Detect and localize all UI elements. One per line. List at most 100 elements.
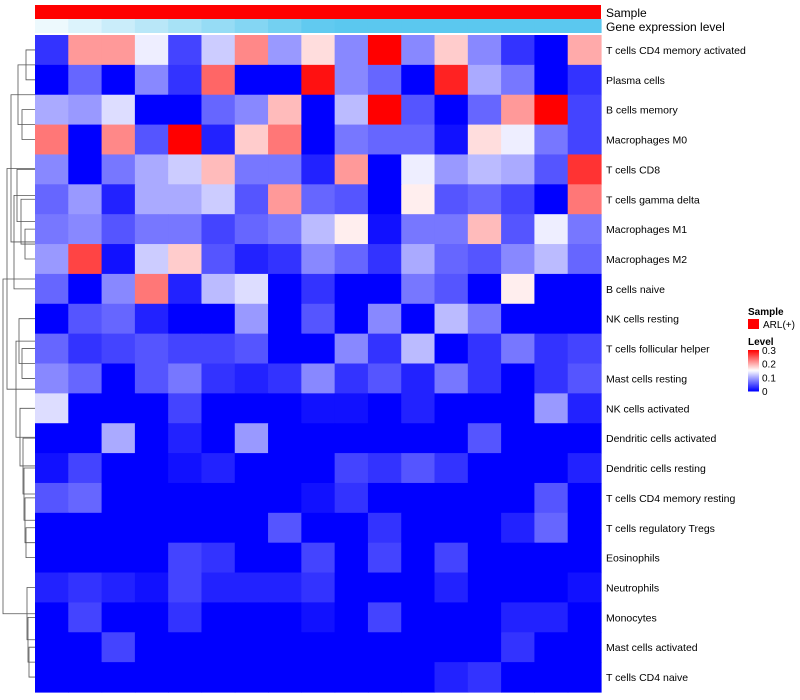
- heatmap-cell: [467, 662, 502, 693]
- heatmap-cell: [467, 214, 502, 245]
- heatmap-cell: [134, 512, 169, 544]
- heatmap-cell: [234, 333, 269, 365]
- heatmap-cell: [434, 64, 469, 96]
- heatmap-cell: [467, 542, 502, 574]
- heatmap-cell: [567, 333, 602, 365]
- heatmap-cell: [501, 512, 536, 544]
- heatmap-cell: [467, 423, 502, 454]
- heatmap-cell: [35, 154, 69, 185]
- colorbar-segment: [748, 357, 759, 359]
- heatmap-cell: [168, 512, 203, 544]
- heatmap-cell: [401, 602, 436, 633]
- heatmap-cell: [35, 214, 69, 245]
- colorbar-segment: [748, 385, 759, 388]
- heatmap-cell: [401, 423, 436, 454]
- heatmap-cell: [567, 632, 602, 663]
- heatmap-cell: [101, 662, 136, 693]
- heatmap-cell: [101, 64, 136, 96]
- heatmap-cell: [35, 64, 69, 96]
- heatmap-cell: [334, 542, 369, 574]
- heatmap-cell: [168, 184, 203, 215]
- heatmap-cell: [434, 542, 469, 574]
- row-label: T cells CD4 memory resting: [606, 493, 735, 505]
- gene-expression-annotation-cell: [301, 19, 336, 33]
- heatmap-cell: [268, 453, 302, 484]
- heatmap-cell: [201, 632, 236, 663]
- heatmap-cell: [134, 35, 169, 66]
- heatmap-cell: [201, 124, 236, 156]
- heatmap-cell: [234, 542, 269, 574]
- heatmap-cell: [201, 154, 236, 185]
- heatmap-cell: [301, 662, 336, 693]
- heatmap-cell: [35, 363, 69, 394]
- heatmap-cell: [68, 423, 103, 454]
- heatmap-cell: [567, 393, 602, 424]
- heatmap-cell: [301, 333, 336, 365]
- heatmap-cell: [268, 273, 302, 305]
- heatmap-cell: [501, 363, 536, 394]
- colorbar-segment: [748, 368, 759, 370]
- heatmap-cell: [234, 393, 269, 424]
- heatmap-cell: [367, 453, 402, 484]
- heatmap-cell: [334, 363, 369, 394]
- gene-expression-annotation-cell: [101, 19, 136, 33]
- heatmap-cell: [201, 303, 236, 335]
- heatmap-cell: [434, 482, 469, 514]
- heatmap-cell: [434, 35, 469, 66]
- heatmap-cell: [268, 303, 302, 335]
- heatmap-cell: [501, 602, 536, 633]
- heatmap-cell: [101, 602, 136, 633]
- colorbar-segment: [748, 359, 759, 361]
- heatmap-cell: [534, 512, 569, 544]
- heatmap-cell: [334, 94, 369, 126]
- heatmap-cell: [401, 94, 436, 126]
- heatmap-cell: [334, 393, 369, 424]
- heatmap-cells: [35, 35, 602, 693]
- heatmap-cell: [35, 572, 69, 604]
- heatmap-cell: [168, 363, 203, 394]
- heatmap-cell: [567, 124, 602, 156]
- heatmap-cell: [234, 482, 269, 514]
- row-label: T cells follicular helper: [606, 344, 710, 356]
- heatmap-cell: [434, 124, 469, 156]
- heatmap-cell: [301, 482, 336, 514]
- colorbar-segment: [748, 361, 759, 363]
- heatmap-cell: [234, 214, 269, 245]
- heatmap-cell: [268, 244, 302, 275]
- heatmap-cell: [268, 423, 302, 454]
- heatmap-cell: [501, 64, 536, 96]
- heatmap-cell: [68, 244, 103, 275]
- heatmap-cell: [35, 303, 69, 335]
- heatmap-cell: [401, 244, 436, 275]
- heatmap-cell: [434, 423, 469, 454]
- heatmap-cell: [101, 363, 136, 394]
- heatmap-cell: [534, 542, 569, 574]
- heatmap-cell: [567, 363, 602, 394]
- sample-annotation-bar: [35, 5, 601, 19]
- legend-level-colorbar: [748, 350, 759, 392]
- heatmap-cell: [401, 542, 436, 574]
- heatmap-cell: [168, 124, 203, 156]
- gene-expression-annotation-cell: [467, 19, 502, 33]
- heatmap-cell: [367, 94, 402, 126]
- heatmap-cell: [234, 602, 269, 633]
- heatmap-cell: [201, 244, 236, 275]
- heatmap-cell: [134, 333, 169, 365]
- heatmap-cell: [367, 273, 402, 305]
- row-label: Neutrophils: [606, 582, 659, 594]
- heatmap-cell: [401, 64, 436, 96]
- colorbar-segment: [748, 383, 759, 386]
- heatmap-cell: [467, 363, 502, 394]
- heatmap-cell: [334, 512, 369, 544]
- heatmap-cell: [434, 333, 469, 365]
- row-label: T cells CD4 naive: [606, 672, 688, 684]
- heatmap-cell: [567, 184, 602, 215]
- row-label: NK cells activated: [606, 403, 690, 415]
- heatmap-cell: [467, 602, 502, 633]
- heatmap-cell: [168, 303, 203, 335]
- heatmap-cell: [201, 363, 236, 394]
- heatmap-cell: [501, 154, 536, 185]
- heatmap-cell: [168, 572, 203, 604]
- colorbar-segment: [748, 365, 759, 367]
